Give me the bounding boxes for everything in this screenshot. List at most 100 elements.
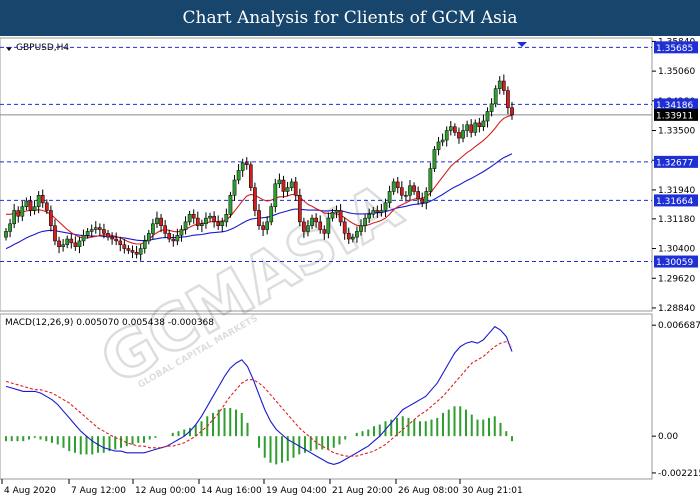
candle-body-105: [432, 149, 437, 169]
candle-body-102: [420, 198, 425, 204]
time-tick-label-4: 19 Aug 04:00: [266, 486, 327, 496]
candle-body-47: [195, 217, 200, 226]
candle-body-39: [163, 225, 167, 234]
support-resistance-levels: [0, 46, 652, 263]
candle-body-3: [16, 210, 21, 217]
candle-body-115: [473, 122, 478, 133]
candle-body-86: [355, 231, 359, 238]
header-bar: Chart Analysis for Clients of GCM Asia: [0, 0, 700, 36]
candle-body-45: [187, 214, 192, 223]
candle-body-73: [302, 221, 306, 232]
candle-body-92: [379, 210, 384, 213]
level-badge-3-text: 1.31664: [656, 197, 693, 207]
candle-body-72: [297, 195, 302, 223]
candle-body-49: [204, 217, 208, 225]
candle-body-54: [224, 214, 229, 223]
price-tick-label-3: 1.33500: [658, 127, 695, 137]
candle-body-75: [310, 217, 314, 226]
macd-axis: 0.006687 0.00 -0.002215: [652, 321, 700, 479]
level-badge-0-text: 1.35685: [656, 44, 693, 54]
candle-body-4: [20, 206, 25, 217]
candle-body-20: [85, 231, 90, 236]
macd-label: MACD(12,26,9) 0.005070 0.005438 -0.00036…: [5, 318, 214, 328]
candle-body-103: [424, 191, 429, 204]
candle-body-10: [44, 202, 49, 211]
macd-tick-label-1: 0.00: [658, 432, 678, 442]
candle-body-22: [93, 227, 98, 230]
time-tick-label-6: 26 Aug 08:00: [398, 486, 459, 496]
candle-body-48: [200, 223, 204, 226]
candle-body-35: [146, 233, 151, 242]
candle-body-93: [383, 202, 388, 211]
candle-body-70: [289, 181, 294, 188]
candle-body-25: [106, 233, 110, 238]
candle-body-15: [65, 238, 70, 245]
candle-body-113: [465, 124, 469, 131]
candle-body-80: [330, 212, 335, 219]
candle-body-84: [346, 233, 351, 240]
candle-body-57: [236, 170, 241, 181]
candle-body-95: [391, 181, 396, 192]
candle-body-17: [73, 242, 78, 247]
candle-body-9: [40, 195, 45, 204]
candle-body-76: [314, 217, 318, 223]
candle-body-55: [228, 195, 233, 215]
candle-body-61: [253, 187, 257, 211]
candle-body-109: [448, 126, 453, 131]
candle-body-31: [130, 250, 135, 253]
current-price-badge-bg: [654, 108, 698, 121]
dropdown-arrow-icon[interactable]: [6, 47, 12, 51]
candle-body-112: [461, 130, 465, 139]
candle-body-97: [399, 187, 404, 196]
current-price-badge-text: 1.33911: [656, 111, 693, 121]
candle-body-30: [126, 248, 131, 251]
candle-body-11: [49, 210, 53, 226]
candle-body-88: [363, 217, 367, 226]
level-badge-2-text: 1.32677: [656, 158, 693, 168]
price-tick-label-7: 1.30400: [658, 245, 695, 255]
candle-body-119: [489, 103, 494, 112]
macd-tick-label-2: -0.002215: [658, 469, 700, 479]
level-badge-0-bg: [654, 41, 698, 54]
macd-panel: [0, 313, 653, 480]
candle-body-117: [481, 120, 486, 127]
time-tick-label-5: 21 Aug 20:00: [332, 486, 393, 496]
candle-body-53: [220, 221, 225, 226]
candle-body-79: [326, 217, 331, 234]
price-axis: 1.358401.350601.342801.335001.327201.319…: [652, 37, 695, 314]
candle-body-59: [244, 162, 249, 166]
candle-body-43: [179, 229, 184, 236]
time-tick-label-2: 12 Aug 00:00: [135, 486, 196, 496]
candle-body-98: [404, 195, 408, 197]
price-tick-label-9: 1.28840: [658, 304, 695, 314]
candle-body-60: [248, 164, 253, 188]
candle-body-14: [61, 244, 65, 247]
candle-body-33: [138, 248, 143, 255]
candle-body-107: [440, 139, 445, 143]
candle-body-24: [102, 229, 106, 234]
time-axis: 4 Aug 2020 7 Aug 12:00 12 Aug 00:00 14 Aug …: [1, 479, 523, 496]
price-badges: 1.35685 1.34186 1.32677 1.31664 1.30059 1.339…: [654, 41, 698, 268]
candle-body-64: [265, 221, 270, 230]
candle-body-65: [269, 206, 274, 223]
candle-body-51: [212, 215, 216, 223]
candle-body-121: [497, 80, 502, 89]
candle-body-62: [257, 210, 261, 226]
candle-body-2: [12, 210, 17, 225]
candle-body-27: [114, 238, 119, 242]
price-tick-label-6: 1.31180: [658, 215, 695, 225]
candle-body-26: [110, 236, 114, 240]
candle-body-21: [89, 229, 94, 232]
shift-marker-icon: [517, 42, 527, 47]
time-tick-label-3: 14 Aug 16:00: [201, 486, 262, 496]
chart-canvas: GCMASIA GLOBAL CAPITAL MARKETS GBPUSD,H4…: [0, 37, 700, 496]
candle-body-110: [453, 126, 457, 133]
macd-line: [5, 325, 513, 465]
candle-body-66: [273, 183, 278, 207]
candle-body-34: [142, 240, 147, 249]
candle-body-6: [28, 200, 33, 211]
candle-body-5: [24, 200, 29, 207]
candle-body-108: [444, 130, 449, 141]
candle-body-116: [477, 122, 482, 127]
symbol-label: GBPUSD,H4: [16, 43, 69, 53]
